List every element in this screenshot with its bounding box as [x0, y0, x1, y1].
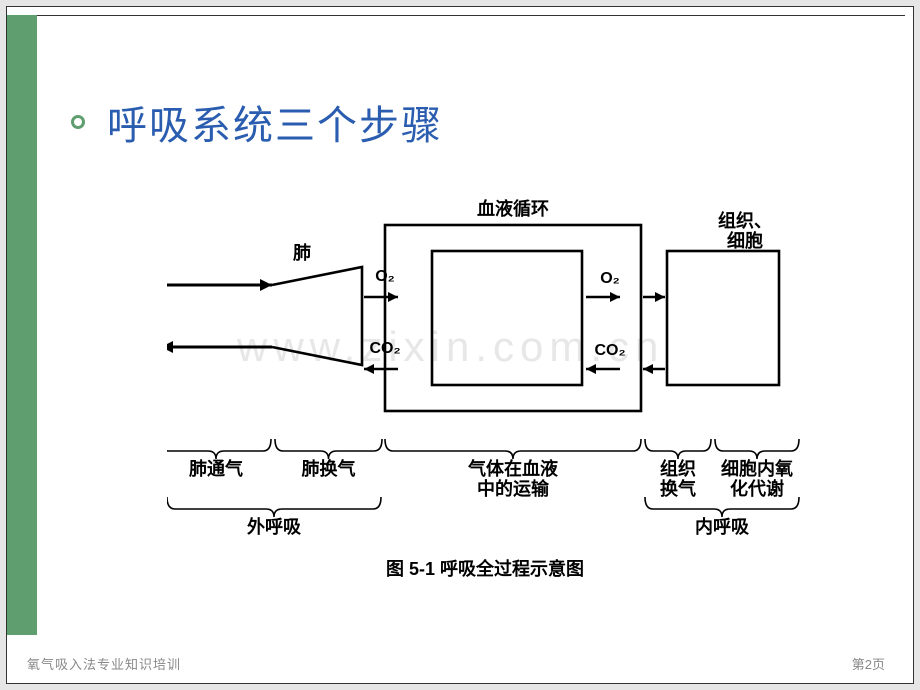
svg-text:O₂: O₂	[375, 268, 395, 285]
slide-frame: 呼吸系统三个步骤 www.zixin.com.cn 血液循环肺组织、细胞O₂CO…	[6, 6, 914, 684]
side-accent-bar	[7, 15, 37, 635]
svg-text:组织、: 组织、	[718, 210, 772, 231]
content-area: 呼吸系统三个步骤 www.zixin.com.cn 血液循环肺组织、细胞O₂CO…	[47, 27, 899, 653]
svg-text:CO₂: CO₂	[369, 340, 400, 357]
diagram-svg: 血液循环肺 组织、细胞 O₂ CO₂ O₂ CO₂ 肺通气 肺换气 气体在血液中的运输 组织换气 细…	[167, 177, 803, 597]
svg-text:细胞: 细胞	[727, 230, 763, 251]
svg-text:组织: 组织	[660, 458, 696, 479]
respiration-diagram: www.zixin.com.cn 血液循环肺组织、细胞O₂CO₂O₂CO₂肺通气…	[167, 177, 803, 597]
svg-text:图 5-1 呼吸全过程示意图: 图 5-1 呼吸全过程示意图	[386, 558, 584, 579]
svg-text:化代谢: 化代谢	[730, 478, 784, 499]
title-bullet-icon	[71, 115, 85, 129]
svg-text:外呼吸: 外呼吸	[247, 516, 302, 537]
svg-text:中的运输: 中的运输	[477, 478, 550, 499]
svg-text:内呼吸: 内呼吸	[695, 516, 750, 537]
top-divider	[37, 15, 905, 16]
footer-left-text: 氧气吸入法专业知识培训	[27, 654, 181, 673]
svg-text:血液循环: 血液循环	[477, 198, 549, 219]
svg-text:肺: 肺	[293, 243, 311, 263]
footer-right-text: 第2页	[852, 654, 885, 673]
slide-title: 呼吸系统三个步骤	[107, 93, 443, 151]
svg-text:肺通气: 肺通气	[189, 458, 243, 479]
svg-text:气体在血液: 气体在血液	[467, 458, 559, 479]
svg-text:肺换气: 肺换气	[302, 458, 356, 479]
svg-text:换气: 换气	[660, 478, 696, 499]
svg-text:O₂: O₂	[600, 270, 620, 287]
svg-text:细胞内氧: 细胞内氧	[721, 458, 793, 479]
svg-text:CO₂: CO₂	[594, 342, 625, 359]
